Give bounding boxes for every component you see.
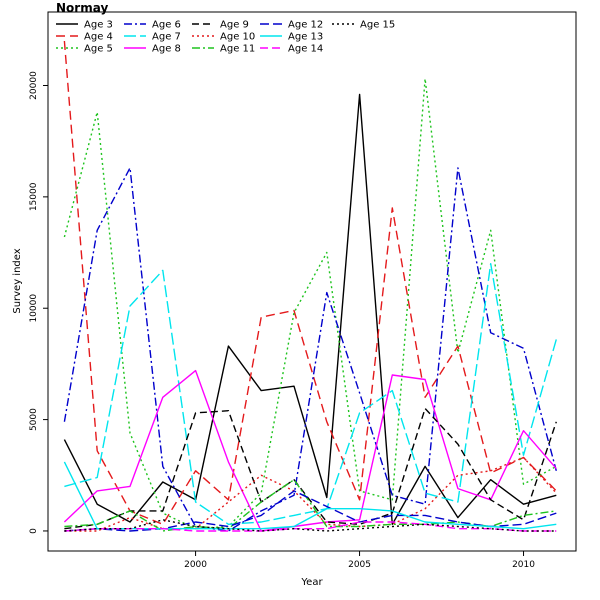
series-line-age-7: [64, 263, 557, 525]
legend-label: Age 7: [152, 32, 181, 43]
y-tick-label: 20000: [29, 71, 39, 100]
legend-label: Age 12: [288, 20, 323, 31]
y-tick-label: 15000: [29, 182, 39, 211]
legend-label: Age 5: [84, 44, 113, 55]
x-axis-label: Year: [300, 577, 323, 588]
legend-label: Age 15: [360, 20, 395, 31]
series-line-age-3: [63, 93, 557, 525]
legend-label: Age 3: [84, 20, 113, 31]
legend-label: Age 6: [152, 20, 181, 31]
legend-label: Age 8: [152, 44, 181, 55]
x-tick-label: 2000: [184, 560, 207, 570]
series-line-age-13: [63, 461, 557, 530]
series-layer: [63, 40, 557, 532]
series-line-age-14: [64, 521, 557, 532]
x-tick-label: 2005: [348, 560, 371, 570]
x-tick-label: 2010: [512, 560, 535, 570]
legend-label: Age 13: [288, 32, 323, 43]
series-line-age-8: [63, 369, 557, 532]
series-line-age-6: [63, 167, 557, 532]
axes: 2000 2005 2010 0 5000 10000 15000 20000: [29, 71, 535, 570]
legend-label: Age 11: [220, 44, 255, 55]
y-axis-label: Survey index: [12, 248, 23, 313]
y-tick-label: 5000: [29, 408, 39, 431]
series-line-age-10: [64, 456, 557, 532]
legend-label: Age 9: [220, 20, 249, 31]
series-line-age-4: [63, 40, 557, 525]
y-tick-label: 10000: [29, 294, 39, 323]
series-line-age-5: [63, 78, 557, 530]
series-line-age-9: [64, 407, 557, 530]
y-tick-label: 0: [29, 528, 39, 534]
chart-title: Normay: [56, 1, 108, 15]
legend-label: Age 10: [220, 32, 255, 43]
legend-label: Age 14: [288, 44, 323, 55]
legend-label: Age 4: [84, 32, 113, 43]
plot-frame: [47, 11, 577, 552]
series-line-age-12: [64, 490, 557, 532]
